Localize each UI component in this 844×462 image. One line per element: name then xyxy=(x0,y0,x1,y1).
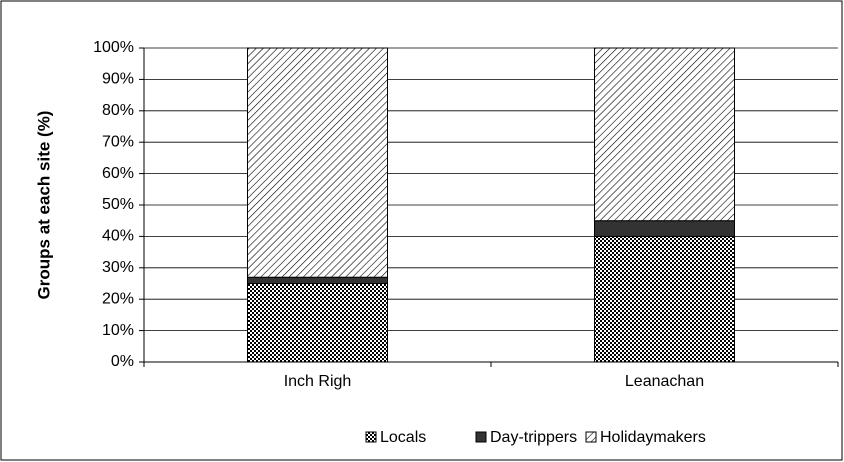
y-tick-label: 50% xyxy=(102,196,134,213)
bar-segment xyxy=(247,47,388,278)
y-tick-label: 40% xyxy=(102,228,134,245)
y-tick-label: 80% xyxy=(102,102,134,119)
y-tick-label: 10% xyxy=(102,322,134,339)
y-axis-label: Groups at each site (%) xyxy=(34,111,53,300)
bar-segment xyxy=(594,47,735,222)
legend-swatch xyxy=(365,431,377,443)
y-tick-label: 90% xyxy=(102,71,134,88)
x-tick-label: Leanachan xyxy=(625,373,704,390)
y-tick-label: 60% xyxy=(102,165,134,182)
bar-segment xyxy=(247,283,388,363)
legend-label: Holidaymakers xyxy=(600,429,706,446)
y-tick-label: 30% xyxy=(102,259,134,276)
legend-label: Locals xyxy=(380,429,426,446)
legend-swatch xyxy=(585,431,597,443)
legend-label: Day-trippers xyxy=(490,429,577,446)
y-tick-label: 0% xyxy=(111,353,134,370)
legend-swatch xyxy=(475,431,487,443)
bar-segment xyxy=(247,276,388,285)
y-tick-label: 20% xyxy=(102,290,134,307)
y-tick-label: 70% xyxy=(102,133,134,150)
y-tick-label: 100% xyxy=(93,39,134,56)
bar-segment xyxy=(594,235,735,363)
bar-segment xyxy=(594,220,735,237)
x-tick-label: Inch Righ xyxy=(284,373,352,390)
